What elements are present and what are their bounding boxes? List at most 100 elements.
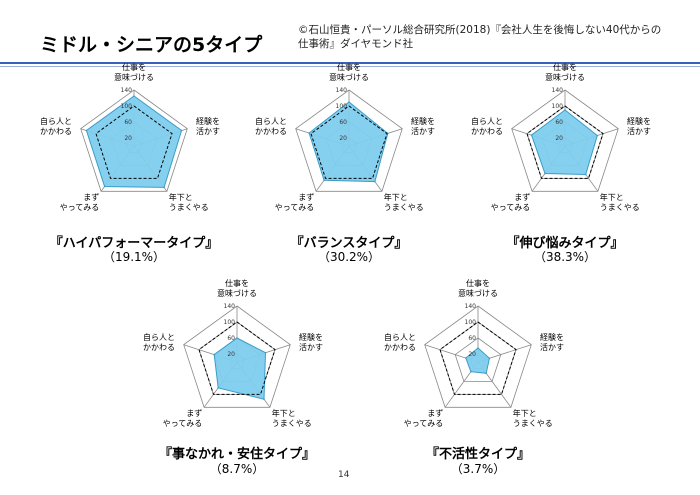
- axis-label-line: 意味づける: [329, 72, 369, 82]
- series-area: [213, 337, 267, 400]
- axis-label-line: 仕事を: [553, 62, 577, 72]
- axis-label-2: 経験を活かす: [196, 116, 220, 136]
- data-point-5: [530, 134, 533, 136]
- axis-label-line: 仕事を: [122, 62, 146, 72]
- axis-label-line: やってみる: [491, 203, 531, 212]
- axis-label-line: うまくやる: [513, 419, 553, 428]
- chart-type-share: （3.7%）: [450, 462, 506, 476]
- data-point-5: [85, 129, 88, 132]
- axis-label-4: まずやってみる: [404, 408, 444, 428]
- chart-type-name: 『伸び悩みタイプ』: [506, 236, 624, 251]
- data-point-5: [308, 132, 310, 134]
- page-title: ミドル・シニアの5タイプ: [40, 34, 263, 56]
- tick-label-100: 100: [121, 103, 133, 110]
- axis-label-3: 年下とうまくやる: [272, 408, 312, 428]
- axis-label-line: かかわる: [143, 343, 175, 352]
- axis-label-line: 経験を: [299, 332, 323, 342]
- tick-label-140: 140: [465, 303, 477, 310]
- tick-label-100: 100: [552, 103, 564, 110]
- data-point-3: [584, 173, 587, 176]
- data-point-4: [323, 179, 325, 182]
- axis-label-line: 経験を: [540, 332, 564, 342]
- axis-label-line: うまくやる: [600, 203, 640, 212]
- data-point-1: [348, 101, 350, 103]
- chart-type-name: 『不活性タイプ』: [425, 447, 530, 462]
- data-point-2: [264, 351, 267, 354]
- axis-label-4: まずやってみる: [60, 192, 100, 212]
- axis-label-3: 年下とうまくやる: [600, 192, 640, 212]
- tick-label-60: 60: [555, 119, 563, 126]
- axis-label-line: 年下と: [169, 192, 193, 202]
- page-number: 14: [338, 470, 350, 480]
- axis-label-line: まず: [186, 408, 202, 418]
- axis-label-line: 自ら人と: [143, 332, 175, 342]
- axis-label-line: うまくやる: [169, 203, 209, 212]
- tick-label-140: 140: [336, 87, 348, 94]
- axis-label-line: 仕事を: [225, 278, 249, 288]
- data-point-1: [236, 337, 238, 339]
- chart-type-share: （38.3%）: [533, 250, 597, 264]
- tick-label-60: 60: [468, 335, 476, 342]
- axis-label-line: 経験を: [411, 116, 435, 126]
- axis-label-line: 活かす: [196, 126, 220, 136]
- axis-label-3: 年下とうまくやる: [384, 192, 424, 212]
- tick-label-60: 60: [227, 335, 235, 342]
- axis-label-line: うまくやる: [384, 203, 424, 212]
- data-point-3: [163, 186, 165, 189]
- tick-label-20: 20: [339, 135, 347, 142]
- tick-label-100: 100: [224, 319, 236, 326]
- average-line: [198, 321, 276, 395]
- axis-label-line: やってみる: [60, 203, 100, 212]
- series-area: [308, 101, 389, 183]
- tick-label-20: 20: [124, 135, 132, 142]
- axis-label-line: かかわる: [471, 127, 503, 136]
- data-point-4: [103, 185, 106, 188]
- axis-label-3: 年下とうまくやる: [169, 192, 209, 212]
- axis-label-5: 自ら人とかかわる: [384, 332, 416, 352]
- tick-label-20: 20: [227, 351, 235, 358]
- axis-label-line: 意味づける: [114, 72, 154, 82]
- axis-label-1: 仕事を意味づける: [545, 62, 585, 82]
- grid-ring-140: [80, 89, 188, 192]
- axis-label-line: 自ら人と: [40, 116, 72, 126]
- chart-type-name: 『事なかれ・安住タイプ』: [158, 447, 315, 462]
- axis-label-2: 経験を活かす: [540, 332, 564, 352]
- header-rule-thin: [0, 66, 700, 67]
- grid-ring-140: [183, 305, 291, 408]
- source-citation: ©石山恒貴・パーソル総合研究所(2018)『会社人生を後悔しない40代からの 仕…: [298, 23, 688, 51]
- axis-label-line: かかわる: [40, 127, 72, 136]
- tick-label-60: 60: [339, 119, 347, 126]
- axis-label-5: 自ら人とかかわる: [471, 116, 503, 136]
- axis-label-1: 仕事を意味づける: [217, 278, 257, 298]
- axis-label-line: 年下と: [600, 192, 624, 202]
- data-point-1: [133, 95, 135, 97]
- data-point-2: [180, 129, 183, 132]
- data-point-3: [485, 372, 488, 375]
- axis-label-4: まずやってみる: [491, 192, 531, 212]
- axis-label-line: やってみる: [404, 419, 444, 428]
- axis-label-line: やってみる: [275, 203, 315, 212]
- tick-label-140: 140: [552, 87, 564, 94]
- axis-label-4: まずやってみる: [163, 408, 203, 428]
- axis-label-line: 年下と: [272, 408, 296, 418]
- series-area: [530, 109, 598, 176]
- axis-label-2: 経験を活かす: [299, 332, 323, 352]
- tick-label-100: 100: [465, 319, 477, 326]
- series-area: [465, 347, 490, 374]
- grid-ring-140: [424, 305, 532, 408]
- axis-label-5: 自ら人とかかわる: [143, 332, 175, 352]
- axis-label-line: 年下と: [384, 192, 408, 202]
- source-line-2: 仕事術』ダイヤモンド社: [298, 38, 414, 50]
- axis-label-1: 仕事を意味づける: [458, 278, 498, 298]
- axis-label-2: 経験を活かす: [411, 116, 435, 136]
- grid-ring-140: [295, 89, 403, 192]
- data-point-5: [213, 353, 215, 356]
- grid-ring-60: [454, 337, 502, 382]
- axis-label-line: まず: [427, 408, 443, 418]
- axis-label-line: 自ら人と: [255, 116, 287, 126]
- data-point-4: [217, 387, 219, 389]
- tick-label-100: 100: [336, 103, 348, 110]
